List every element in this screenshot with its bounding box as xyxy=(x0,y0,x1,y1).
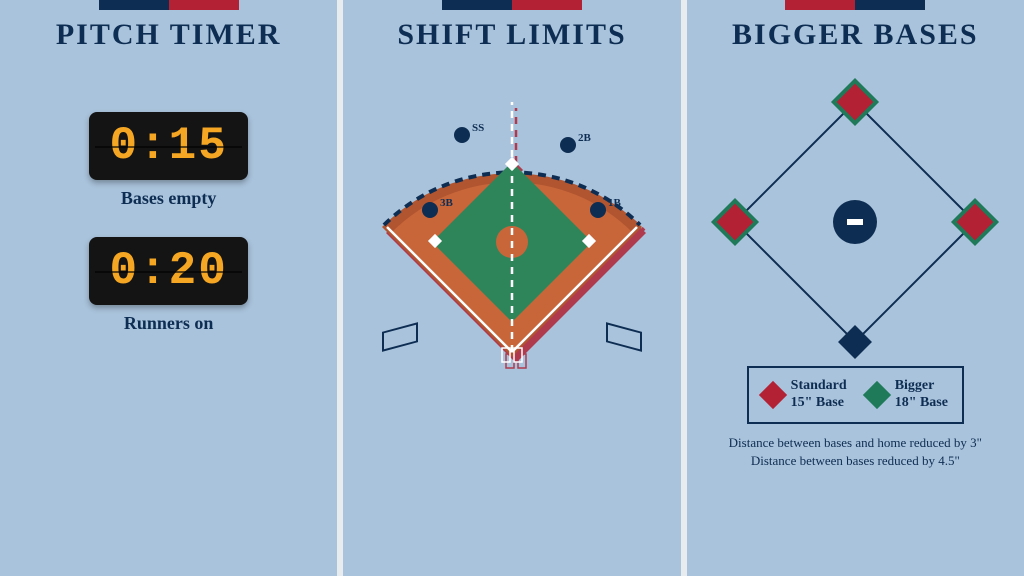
timer-bases-empty: 0:15 xyxy=(89,112,247,180)
footnote-l2: Distance between bases reduced by 4.5" xyxy=(729,452,982,470)
legend-box: Standard 15" Base Bigger 18" Base xyxy=(747,366,964,424)
panel1-title: PITCH TIMER xyxy=(56,18,282,52)
top-stripe-navy xyxy=(442,0,512,10)
top-stripe-navy xyxy=(855,0,925,10)
panel3-title: BIGGER BASES xyxy=(732,18,979,52)
label-bases-empty: Bases empty xyxy=(121,188,217,209)
legend-standard-l2: 15" Base xyxy=(791,395,847,412)
bases-diagram xyxy=(715,82,995,362)
legend-bigger: Bigger 18" Base xyxy=(867,378,948,412)
top-stripe-red xyxy=(169,0,239,10)
panel-pitch-timer: PITCH TIMER 0:15 Bases empty 0:20 Runner… xyxy=(0,0,337,576)
fielder-2b xyxy=(560,137,576,153)
panel2-title: SHIFT LIMITS xyxy=(397,18,626,52)
panel-bigger-bases: BIGGER BASES Standard xyxy=(687,0,1024,576)
top-stripe-red xyxy=(785,0,855,10)
top-stripe-navy xyxy=(99,0,169,10)
legend-bigger-l2: 18" Base xyxy=(895,395,948,412)
rubber-icon xyxy=(847,219,863,225)
footnote: Distance between bases and home reduced … xyxy=(729,434,982,470)
label-2b: 2B xyxy=(578,132,591,144)
legend-standard: Standard 15" Base xyxy=(763,378,847,412)
legend-bigger-icon xyxy=(863,381,891,409)
legend-standard-text: Standard 15" Base xyxy=(791,378,847,412)
baseball-field-diagram: SS 2B 3B 1B xyxy=(362,92,662,472)
label-1b: 1B xyxy=(608,197,621,209)
field-svg xyxy=(362,92,662,472)
fielder-1b xyxy=(590,202,606,218)
label-runners-on: Runners on xyxy=(124,313,214,334)
timer-stack: 0:15 Bases empty 0:20 Runners on xyxy=(89,112,247,362)
fielder-ss xyxy=(454,127,470,143)
fielder-3b xyxy=(422,202,438,218)
label-3b: 3B xyxy=(440,197,453,209)
top-stripe-red xyxy=(512,0,582,10)
legend-bigger-l1: Bigger xyxy=(895,378,948,395)
legend-standard-icon xyxy=(759,381,787,409)
legend-bigger-text: Bigger 18" Base xyxy=(895,378,948,412)
label-ss: SS xyxy=(472,122,484,134)
footnote-l1: Distance between bases and home reduced … xyxy=(729,434,982,452)
timer-runners-on: 0:20 xyxy=(89,237,247,305)
legend-standard-l1: Standard xyxy=(791,378,847,395)
panel-shift-limits: SHIFT LIMITS SS 2B 3B 1B xyxy=(343,0,680,576)
mound-icon xyxy=(833,200,877,244)
